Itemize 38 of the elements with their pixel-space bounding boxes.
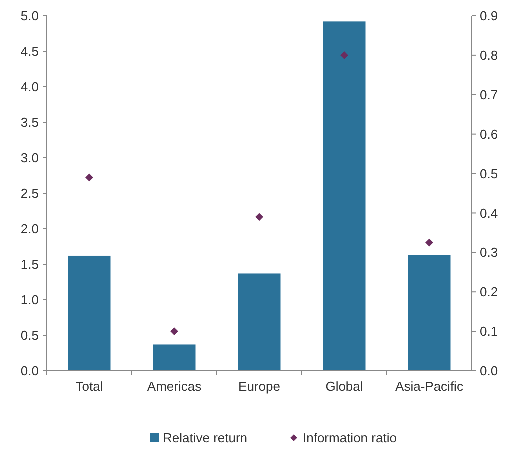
legend-label: Relative return	[163, 430, 248, 446]
y2-tick-label: 0.0	[480, 364, 498, 379]
legend-label: Information ratio	[303, 430, 397, 446]
y-tick-label: 4.0	[20, 80, 39, 95]
bar	[408, 255, 451, 371]
y2-tick-label: 0.3	[480, 245, 498, 260]
y-tick-label: 0.0	[20, 364, 39, 379]
y-tick-label: 2.5	[20, 186, 39, 202]
y2-tick-label: 0.5	[480, 166, 498, 182]
y2-tick-label: 0.9	[480, 8, 498, 24]
y2-tick-label: 0.1	[480, 324, 498, 340]
y-tick-label: 3.0	[20, 150, 39, 166]
y-tick-label: 0.5	[20, 328, 39, 344]
x-tick-label: Global	[326, 379, 364, 394]
y2-tick-label: 0.8	[480, 48, 498, 63]
point	[170, 328, 178, 336]
bar	[238, 274, 281, 371]
y2-tick-label: 0.2	[480, 284, 498, 300]
bar	[68, 256, 111, 371]
x-tick-label: Europe	[238, 379, 280, 394]
point	[426, 238, 434, 247]
x-tick-label: Total	[76, 379, 104, 394]
y-tick-label: 3.5	[20, 115, 39, 130]
point	[340, 51, 348, 60]
point	[86, 174, 94, 182]
bar	[323, 22, 366, 371]
point	[256, 213, 264, 222]
y-tick-label: 1.5	[20, 257, 39, 272]
y-tick-label: 2.0	[20, 222, 39, 237]
y2-tick-label: 0.4	[480, 206, 498, 221]
x-tick-label: Americas	[147, 379, 202, 394]
bar	[153, 344, 196, 371]
y-tick-label: 4.5	[20, 44, 39, 60]
y-tick-label: 1.0	[20, 292, 39, 308]
y2-tick-label: 0.7	[480, 87, 498, 102]
y2-tick-label: 0.6	[480, 126, 498, 142]
x-tick-label: Asia-Pacific	[396, 379, 464, 394]
y-tick-label: 5.0	[20, 8, 39, 24]
